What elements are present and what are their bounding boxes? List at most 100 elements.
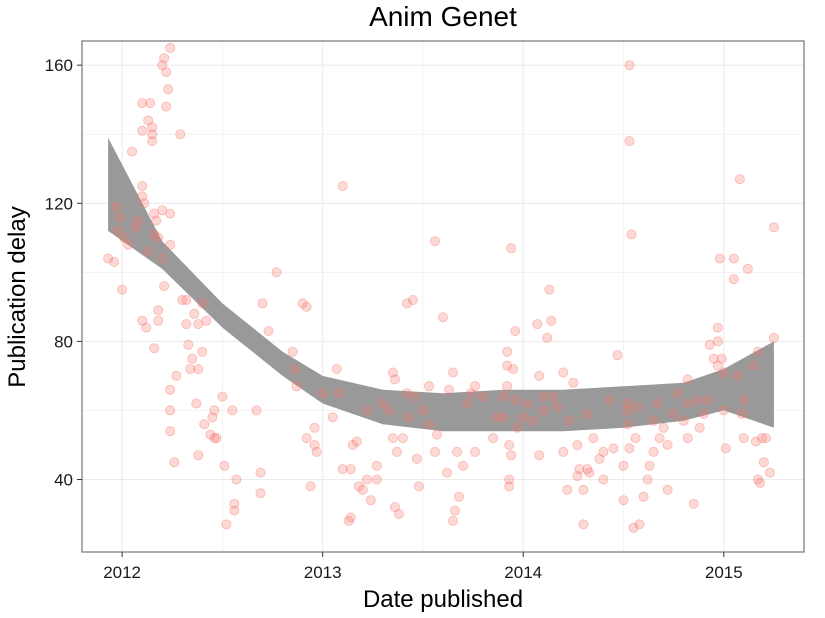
data-point: [712, 360, 723, 371]
data-point: [668, 408, 679, 419]
data-point: [141, 322, 152, 333]
data-point: [470, 446, 481, 457]
panel-border: [81, 40, 805, 553]
data-point: [734, 174, 745, 185]
data-point: [588, 433, 599, 444]
data-point: [207, 412, 218, 423]
data-point: [738, 395, 749, 406]
data-point: [157, 253, 168, 264]
chart-title: Anim Genet: [369, 1, 517, 32]
data-point: [147, 122, 158, 133]
data-point: [458, 460, 469, 471]
data-point: [163, 84, 174, 95]
data-point: [760, 433, 771, 444]
data-point: [301, 433, 312, 444]
data-point: [728, 274, 739, 285]
data-point: [736, 408, 747, 419]
data-point: [528, 415, 539, 426]
data-point: [227, 405, 238, 416]
data-point: [548, 391, 559, 402]
data-point: [199, 419, 210, 430]
data-point: [143, 115, 154, 126]
data-point: [181, 319, 192, 330]
data-point: [291, 381, 302, 392]
data-point: [756, 433, 767, 444]
data-point: [443, 384, 454, 395]
data-point: [137, 98, 148, 109]
data-point: [343, 515, 354, 526]
data-point: [572, 439, 583, 450]
data-point: [768, 222, 779, 233]
data-point: [447, 367, 458, 378]
data-point: [682, 433, 693, 444]
data-point: [453, 491, 464, 502]
data-point: [498, 391, 509, 402]
data-point: [219, 460, 230, 471]
data-point: [544, 284, 555, 295]
data-point: [470, 381, 481, 392]
data-point: [594, 453, 605, 464]
data-point: [466, 388, 477, 399]
data-point: [546, 315, 557, 326]
data-point: [371, 460, 382, 471]
data-point: [191, 398, 202, 409]
data-point: [165, 42, 176, 53]
data-point: [297, 298, 308, 309]
data-point: [750, 436, 761, 447]
data-point: [622, 405, 633, 416]
data-point: [165, 426, 176, 437]
data-point: [638, 491, 649, 502]
data-point: [622, 398, 633, 409]
data-point: [409, 391, 420, 402]
data-point: [387, 433, 398, 444]
data-point: [502, 346, 513, 357]
axes: 40 80 120 160 2012 2013 2014 2015: [45, 56, 743, 582]
data-point: [389, 374, 400, 385]
data-point: [345, 512, 356, 523]
data-point: [451, 446, 462, 457]
data-point: [604, 395, 615, 406]
data-point: [437, 312, 448, 323]
data-point: [109, 256, 120, 267]
data-point: [752, 346, 763, 357]
data-point: [149, 229, 160, 240]
data-point: [389, 502, 400, 513]
data-point: [720, 443, 731, 454]
data-point: [702, 395, 713, 406]
data-point: [716, 353, 727, 364]
data-point: [506, 243, 517, 254]
data-point: [512, 422, 523, 433]
data-point: [598, 446, 609, 457]
y-tick-label: 40: [54, 470, 73, 489]
data-point: [708, 353, 719, 364]
data-point: [183, 339, 194, 350]
x-tick-label: 2012: [103, 563, 141, 582]
data-point: [337, 180, 348, 191]
data-point: [361, 405, 372, 416]
data-point: [417, 405, 428, 416]
data-point: [498, 412, 509, 423]
data-point: [377, 398, 388, 409]
data-point: [189, 308, 200, 319]
data-point: [624, 136, 635, 147]
data-point: [171, 370, 182, 381]
data-point: [558, 446, 569, 457]
data-point: [161, 67, 172, 78]
data-point: [492, 412, 503, 423]
data-point: [732, 370, 743, 381]
data-point: [401, 298, 412, 309]
data-point: [221, 519, 232, 530]
data-point: [504, 481, 515, 492]
data-point: [255, 488, 266, 499]
data-point: [353, 481, 364, 492]
smooth-confidence-band: [108, 137, 774, 432]
data-point: [654, 433, 665, 444]
data-point: [612, 350, 623, 361]
data-point: [572, 470, 583, 481]
data-point: [347, 439, 358, 450]
data-point: [201, 315, 212, 326]
data-point: [506, 450, 517, 461]
data-point: [149, 343, 160, 354]
data-point: [159, 53, 170, 64]
data-point: [169, 457, 180, 468]
